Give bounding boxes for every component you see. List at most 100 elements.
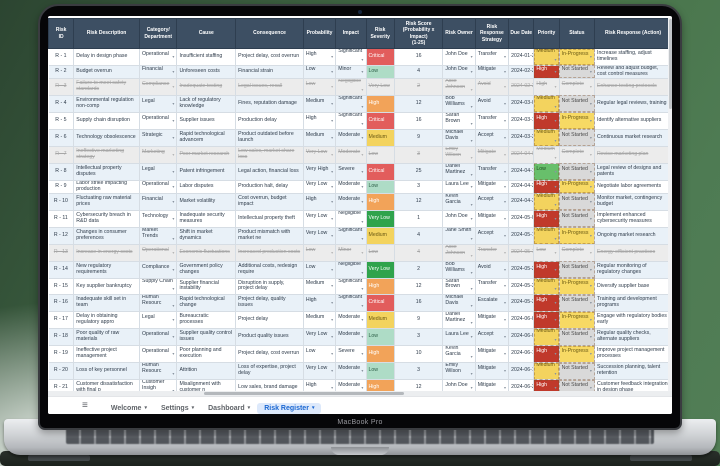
cell-description[interactable]: Supply chain disruption xyxy=(73,112,140,130)
cell-due_date[interactable]: 2024-06-10 xyxy=(508,345,535,364)
cell-severity[interactable]: Low xyxy=(366,328,395,347)
dropdown-arrow-icon[interactable]: ▾ xyxy=(470,154,473,160)
cell-score[interactable]: 12 xyxy=(394,193,444,211)
cell-action[interactable]: Monitor market, contingency budget xyxy=(594,193,672,211)
cell-consequence[interactable]: Legal issues, recall xyxy=(235,78,304,96)
cell-status[interactable]: Not Started ▾ xyxy=(559,95,596,113)
cell-id[interactable]: R - 14 xyxy=(48,261,75,279)
cell-score[interactable]: 4 xyxy=(394,244,444,262)
dropdown-arrow-icon[interactable]: ▾ xyxy=(361,269,364,275)
cell-action[interactable]: Implement enhanced cybersecurity measure… xyxy=(594,210,672,228)
cell-owner[interactable]: Michael Davis ▾ xyxy=(442,129,476,147)
cell-owner[interactable]: Michael Davis ▾ xyxy=(442,294,476,313)
cell-cause[interactable]: Insufficient staffing xyxy=(176,48,237,66)
cell-strategy[interactable]: Accept ▾ xyxy=(475,328,510,347)
dropdown-arrow-icon[interactable]: ▾ xyxy=(470,385,473,391)
cell-category[interactable]: Operational ▾ xyxy=(139,328,178,347)
cell-priority[interactable]: Medium ▾ xyxy=(533,95,560,113)
cell-probability[interactable]: Medium ▾ xyxy=(303,278,337,296)
cell-strategy[interactable]: Accept ▾ xyxy=(475,129,510,147)
cell-score[interactable]: 4 xyxy=(394,227,444,245)
cell-strategy[interactable]: Mitigate ▾ xyxy=(475,311,510,330)
dropdown-arrow-icon[interactable]: ▾ xyxy=(554,215,557,221)
cell-severity[interactable]: Low xyxy=(366,244,395,262)
cell-due_date[interactable]: 2024-06-01 xyxy=(508,311,535,330)
cell-description[interactable]: Environmental regulation non-comp xyxy=(73,95,140,113)
dropdown-arrow-icon[interactable]: ▾ xyxy=(331,232,334,238)
dropdown-arrow-icon[interactable]: ▾ xyxy=(503,83,507,89)
dropdown-arrow-icon[interactable]: ▾ xyxy=(554,103,557,109)
dropdown-arrow-icon[interactable]: ▾ xyxy=(172,168,175,174)
cell-category[interactable]: Compliance ▾ xyxy=(139,261,178,279)
cell-priority[interactable]: High ▾ xyxy=(533,345,560,364)
cell-score[interactable]: 3 xyxy=(394,328,444,347)
cell-description[interactable]: Fluctuating raw material prices xyxy=(73,193,140,211)
cell-due_date[interactable]: 2024-02-28 xyxy=(508,78,535,96)
dropdown-arrow-icon[interactable]: ▾ xyxy=(172,235,175,241)
cell-cause[interactable]: Supplier financial instability xyxy=(176,278,237,296)
cell-priority[interactable]: Medium ▾ xyxy=(533,193,560,211)
cell-cause[interactable]: Bureaucratic processes xyxy=(176,311,237,330)
cell-owner[interactable]: Sarah Brown ▾ xyxy=(442,112,476,130)
cell-probability[interactable]: Low ▾ xyxy=(303,78,337,96)
cell-priority[interactable]: Low ▾ xyxy=(533,244,560,262)
cell-category[interactable]: Human Resourc ▾ xyxy=(139,362,178,381)
dropdown-arrow-icon[interactable]: ▾ xyxy=(331,168,334,174)
cell-status[interactable]: Not Started ▾ xyxy=(559,193,596,211)
sheet-tab-settings[interactable]: Settings ▾ xyxy=(160,404,195,412)
cell-status[interactable]: In-Progress ▾ xyxy=(559,311,596,330)
cell-cause[interactable]: Poor market research xyxy=(176,146,237,164)
cell-priority[interactable]: Medium ▾ xyxy=(533,146,560,164)
dropdown-arrow-icon[interactable]: ▾ xyxy=(554,286,557,292)
cell-id[interactable]: R - 10 xyxy=(48,193,75,211)
cell-owner[interactable]: Kevin Garcia ▾ xyxy=(442,193,476,211)
cell-priority[interactable]: High ▾ xyxy=(533,261,560,279)
cell-id[interactable]: R - 1 xyxy=(48,48,75,66)
cell-probability[interactable]: High ▾ xyxy=(303,193,337,211)
dropdown-arrow-icon[interactable]: ▾ xyxy=(554,183,557,189)
dropdown-arrow-icon[interactable]: ▾ xyxy=(554,371,557,377)
cell-description[interactable]: Labor strike impacting production xyxy=(73,180,140,194)
cell-consequence[interactable]: Product mismatch with market ne xyxy=(235,227,304,245)
cell-due_date[interactable]: 2024-04-10 xyxy=(508,163,535,181)
cell-consequence[interactable]: Project delay, cost overrun xyxy=(235,345,304,364)
dropdown-arrow-icon[interactable]: ▾ xyxy=(503,351,507,357)
dropdown-arrow-icon[interactable]: ▾ xyxy=(361,385,364,391)
tab-dropdown-icon[interactable]: ▾ xyxy=(247,405,251,411)
cell-cause[interactable]: Labor disputes xyxy=(176,180,237,194)
cell-status[interactable]: In-Progress ▾ xyxy=(559,112,596,130)
cell-action[interactable]: Legal review of designs and patents xyxy=(594,163,672,181)
cell-id[interactable]: R - 20 xyxy=(48,362,75,381)
cell-category[interactable]: Operational ▾ xyxy=(139,48,178,66)
dropdown-arrow-icon[interactable]: ▾ xyxy=(503,266,507,272)
cell-strategy[interactable]: Transfer ▾ xyxy=(475,278,510,296)
cell-description[interactable]: Delay in obtaining regulatory appro xyxy=(73,311,140,330)
cell-strategy[interactable]: Mitigate ▾ xyxy=(475,362,510,381)
dropdown-arrow-icon[interactable]: ▾ xyxy=(361,334,364,340)
dropdown-arrow-icon[interactable]: ▾ xyxy=(470,137,473,143)
cell-severity[interactable]: High xyxy=(366,95,395,113)
dropdown-arrow-icon[interactable]: ▾ xyxy=(554,83,557,89)
cell-due_date[interactable]: 2024-03-05 xyxy=(508,95,535,113)
cell-cause[interactable]: Inadequate security measures xyxy=(176,210,237,228)
sheet-tab-welcome[interactable]: Welcome ▾ xyxy=(110,404,147,412)
cell-status[interactable]: Not Started ▾ xyxy=(559,163,596,181)
cell-due_date[interactable]: 2024-03-15 xyxy=(508,112,535,130)
dropdown-arrow-icon[interactable]: ▾ xyxy=(361,56,364,62)
dropdown-arrow-icon[interactable]: ▾ xyxy=(361,303,364,309)
cell-description[interactable]: Cybersecurity breach in R&D data xyxy=(73,210,140,228)
cell-probability[interactable]: Medium ▾ xyxy=(303,129,337,147)
cell-impact[interactable]: Significant ▾ xyxy=(335,294,367,313)
cell-impact[interactable]: Significant ▾ xyxy=(335,227,367,245)
cell-consequence[interactable]: Low sales, market share loss xyxy=(235,146,304,164)
cell-owner[interactable]: Alice Johnson ▾ xyxy=(442,244,476,262)
cell-severity[interactable]: Critical xyxy=(366,48,395,66)
cell-owner[interactable]: Sarah Brown ▾ xyxy=(442,278,476,296)
cell-severity[interactable]: Critical xyxy=(366,163,395,181)
dropdown-arrow-icon[interactable]: ▾ xyxy=(361,286,364,292)
dropdown-arrow-icon[interactable]: ▾ xyxy=(503,232,507,238)
cell-cause[interactable]: Supplier issues xyxy=(176,112,237,130)
dropdown-arrow-icon[interactable]: ▾ xyxy=(172,351,175,357)
cell-status[interactable]: Not Started ▾ xyxy=(559,65,596,79)
cell-category[interactable]: Legal ▾ xyxy=(139,311,178,330)
